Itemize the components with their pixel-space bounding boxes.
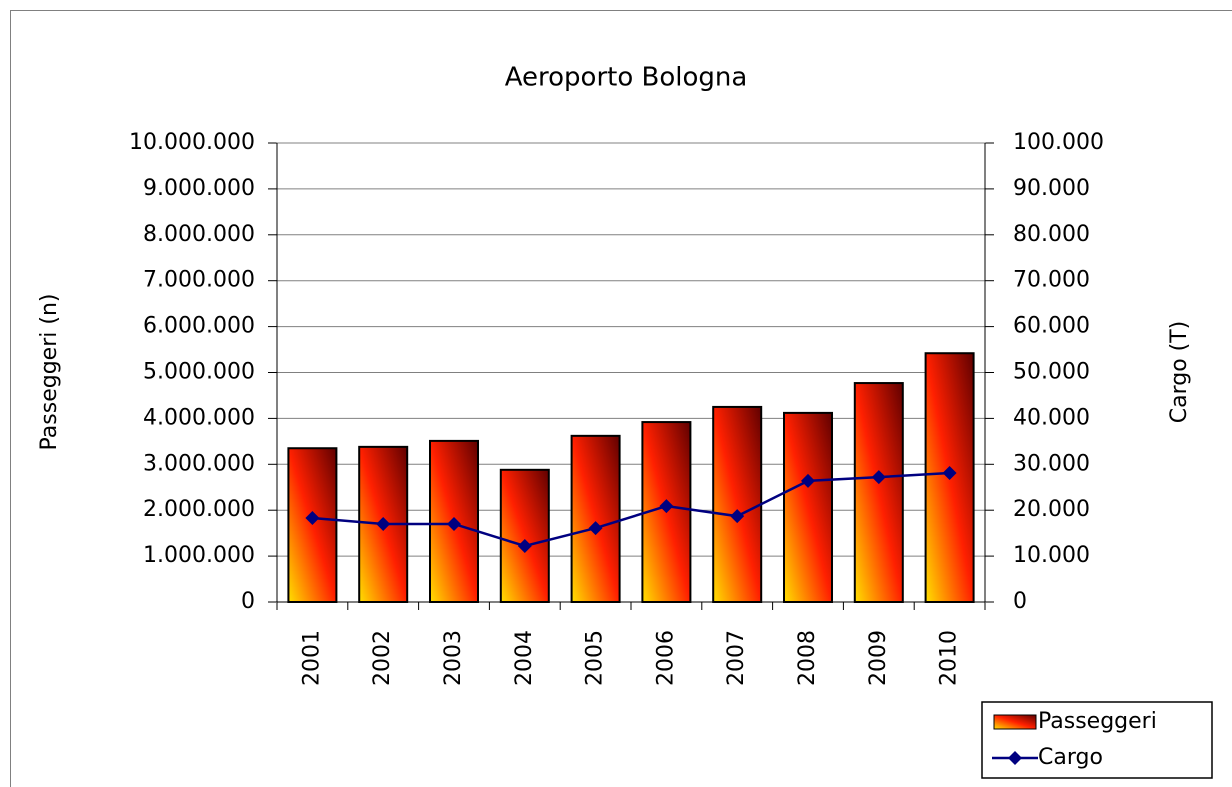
y-tick-label: 6.000.000 [143,314,255,339]
y2-tick-label: 0 [1013,589,1027,614]
x-tick-label: 2007 [724,630,749,686]
x-tick-label: 2005 [583,630,608,686]
y2-tick-label: 60.000 [1013,314,1090,339]
marker [942,466,957,481]
legend-label: Cargo [1038,745,1103,770]
marker [305,511,320,526]
x-tick-label: 2002 [370,630,395,686]
y-tick-label: 9.000.000 [143,176,255,201]
marker [588,521,603,536]
legend-marker [1008,751,1022,765]
x-tick-label: 2008 [795,630,820,686]
y-tick-label: 8.000.000 [143,222,255,247]
y2-tick-label: 80.000 [1013,222,1090,247]
x-tick-label: 2006 [653,630,678,686]
y2-tick-label: 70.000 [1013,268,1090,293]
y2-tick-label: 50.000 [1013,360,1090,385]
y-tick-label: 10.000.000 [129,130,255,155]
marker [517,539,532,554]
y2-tick-label: 100.000 [1013,130,1104,155]
marker [659,499,674,514]
bar [499,468,550,604]
bar [853,382,904,603]
bar [712,405,763,603]
bar [570,434,621,604]
y-tick-label: 0 [241,589,255,614]
y-tick-label: 3.000.000 [143,451,255,476]
y-tick-label: 5.000.000 [143,360,255,385]
line [312,471,950,548]
bar [287,447,338,603]
x-tick-label: 2001 [299,630,324,686]
y2-tick-label: 90.000 [1013,176,1090,201]
x-tick-label: 2009 [866,630,891,686]
y2-tick-label: 10.000 [1013,543,1090,568]
marker [447,516,461,531]
y-tick-label: 7.000.000 [143,268,255,293]
y-tick-label: 4.000.000 [143,405,255,430]
x-tick-label: 2003 [441,630,466,686]
marker [730,509,745,524]
y-tick-label: 1.000.000 [143,543,255,568]
y2-tick-label: 40.000 [1013,405,1090,430]
bar [783,411,833,603]
marker [871,470,886,485]
y-axis-label: Passeggeri (n) [37,294,62,451]
marker [801,473,815,488]
y2-tick-label: 30.000 [1013,451,1090,476]
x-tick-label: 2004 [512,630,537,686]
chart-title: Aeroporto Bologna [505,63,748,93]
y2-axis-label: Cargo (T) [1167,321,1192,424]
y2-tick-label: 20.000 [1013,497,1090,522]
y-tick-label: 2.000.000 [143,497,255,522]
x-tick-label: 2010 [937,630,962,686]
marker [376,516,391,531]
legend-label: Passeggeri [1038,709,1157,734]
legend-swatch [993,714,1037,730]
